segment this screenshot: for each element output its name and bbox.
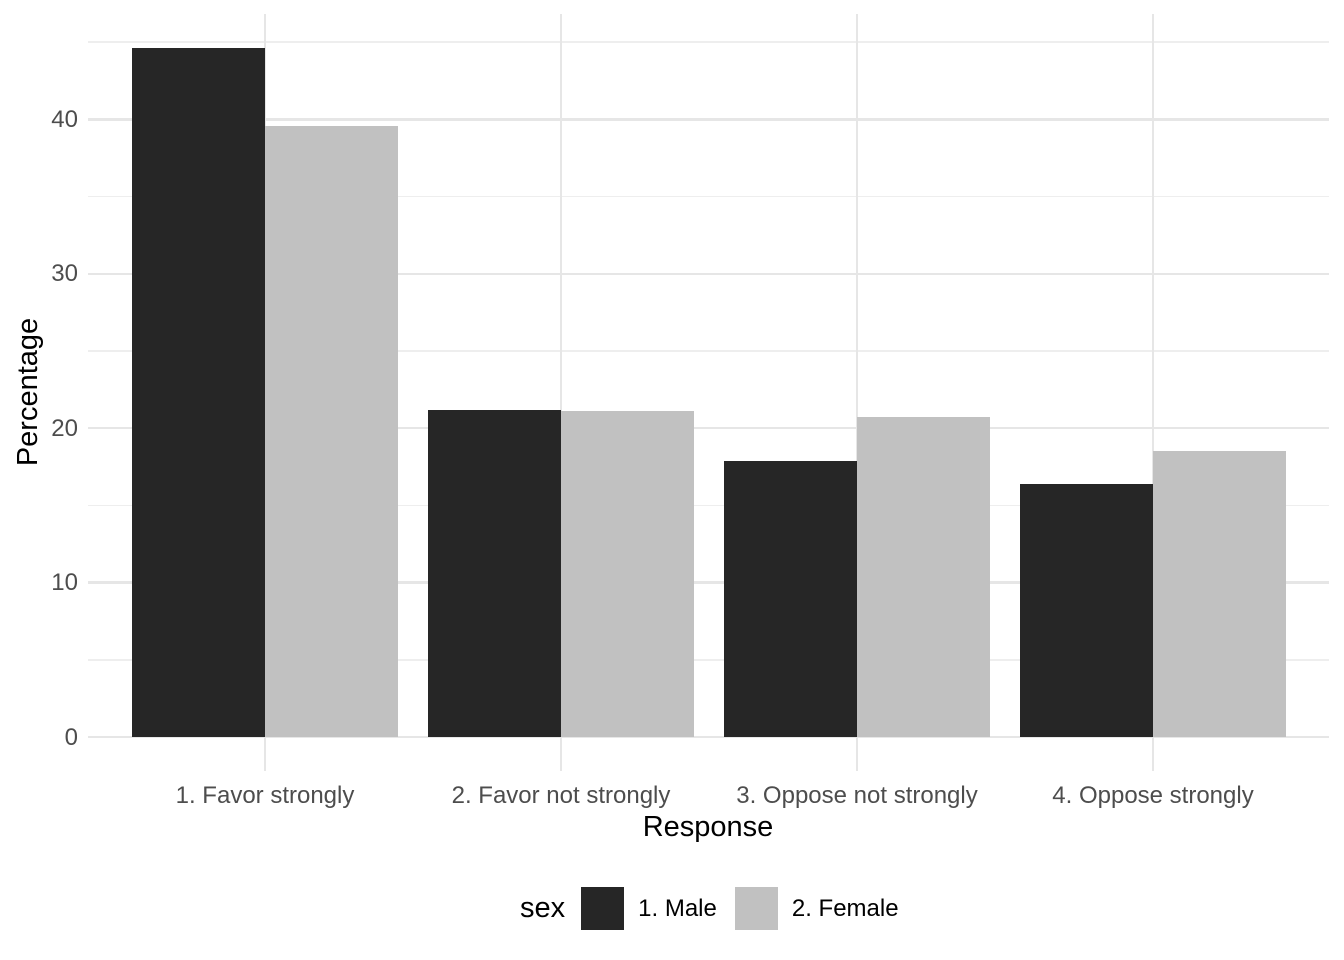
legend-label-male: 1. Male <box>638 894 717 922</box>
x-tick-label: 1. Favor strongly <box>175 782 355 809</box>
bar-female-2 <box>561 411 694 737</box>
legend: sex 1. Male 2. Female <box>520 887 917 930</box>
x-tick-label: 3. Oppose not strongly <box>736 782 978 809</box>
y-gridline-major <box>88 735 1329 739</box>
y-tick-label: 0 <box>64 723 78 751</box>
y-tick-label: 40 <box>51 105 78 133</box>
bar-female-3 <box>857 417 990 737</box>
bar-female-4 <box>1153 451 1286 737</box>
y-gridline-minor <box>88 195 1329 198</box>
x-tick-label: 2. Favor not strongly <box>451 782 671 809</box>
y-axis-title: Percentage <box>12 317 44 467</box>
legend-swatch-male <box>581 887 625 930</box>
y-gridline-minor <box>88 350 1329 352</box>
legend-swatch-female <box>734 887 778 930</box>
x-gridline <box>855 14 859 771</box>
y-tick-label: 10 <box>51 569 78 597</box>
y-gridline-major <box>88 426 1329 430</box>
y-tick-label: 20 <box>51 414 78 442</box>
y-gridline-major <box>88 581 1329 584</box>
y-gridline-minor <box>88 504 1329 507</box>
bar-male-1 <box>132 48 265 737</box>
legend-title: sex <box>520 892 566 924</box>
y-gridline-major <box>88 118 1329 121</box>
y-tick-label: 30 <box>51 260 78 288</box>
bar-female-1 <box>265 125 398 737</box>
x-gridline <box>1151 14 1155 771</box>
y-gridline-minor <box>88 41 1329 43</box>
x-tick-label: 4. Oppose strongly <box>1052 782 1254 809</box>
legend-label-female: 2. Female <box>791 894 899 922</box>
y-gridline-minor <box>88 659 1329 661</box>
bar-male-4 <box>1020 483 1153 737</box>
y-gridline-major <box>88 272 1329 276</box>
bar-male-3 <box>724 460 857 737</box>
bar-male-2 <box>428 409 561 737</box>
x-axis-title: Response <box>642 811 774 843</box>
x-gridline <box>559 14 563 771</box>
